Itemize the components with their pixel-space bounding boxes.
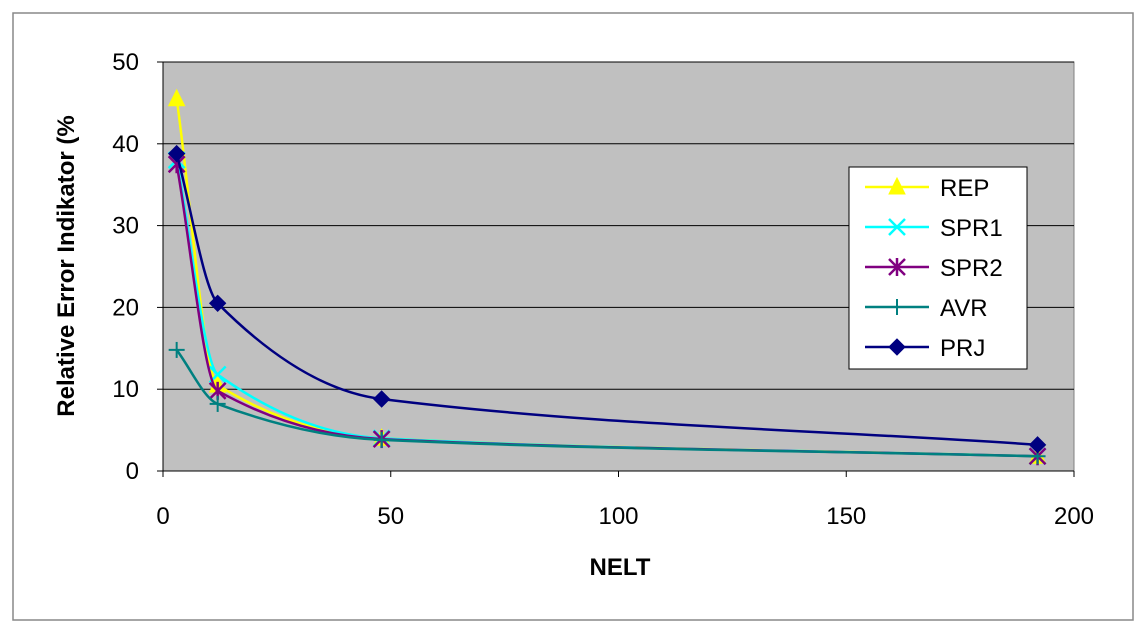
legend-item-spr1: SPR1 (865, 215, 1003, 242)
y-tick-label: 50 (112, 49, 139, 76)
legend-marker-spr1 (888, 218, 906, 236)
legend-label: REP (940, 175, 989, 202)
series-avr (168, 341, 1046, 465)
y-tick-label: 0 (126, 458, 139, 485)
legend-label: SPR2 (940, 255, 1003, 282)
legend-item-avr: AVR (865, 295, 988, 322)
data-point-avr (168, 341, 185, 358)
legend-marker-rep (888, 176, 906, 195)
x-axis-title: NELT (590, 554, 651, 581)
tick-labels: 0 10 20 30 40 50 0 50 100 150 200 (112, 49, 1094, 530)
legend-label: PRJ (940, 335, 985, 362)
data-point-rep (167, 88, 186, 107)
legend-label: AVR (940, 295, 988, 322)
data-point-prj (167, 144, 186, 163)
legend-label: SPR1 (940, 215, 1003, 242)
y-tick-label: 40 (112, 131, 139, 158)
data-point-prj (208, 294, 227, 313)
legend-marker-prj (888, 338, 906, 356)
y-axis-title: Relative Error Indikator (% (53, 115, 80, 416)
legend-item-prj: PRJ (865, 335, 985, 362)
y-tick-label: 10 (112, 376, 139, 403)
y-tick-label: 30 (112, 213, 139, 240)
grid-lines (163, 61, 1074, 390)
legend-item-rep: REP (865, 175, 989, 202)
x-tick-label: 200 (1054, 503, 1094, 530)
series-layer (167, 88, 1047, 466)
data-point-avr (373, 431, 390, 448)
y-tick-label: 20 (112, 294, 139, 321)
x-tick-label: 100 (598, 503, 638, 530)
x-tick-label: 150 (826, 503, 866, 530)
x-tick-label: 0 (156, 503, 169, 530)
series-prj (167, 144, 1047, 454)
legend-marker-spr2 (888, 258, 906, 276)
legend-items: REP SPR1 SPR2 AVR PRJ (865, 175, 1003, 362)
x-tick-label: 50 (377, 503, 404, 530)
legend: REP SPR1 SPR2 AVR PRJ (848, 166, 1028, 370)
data-point-prj (1028, 436, 1047, 454)
legend-item-spr2: SPR2 (865, 255, 1003, 282)
data-point-prj (372, 390, 391, 408)
series-line-prj (175, 153, 1038, 447)
axes (157, 61, 1075, 477)
legend-marker-avr (889, 299, 905, 315)
data-point-avr (209, 395, 226, 412)
